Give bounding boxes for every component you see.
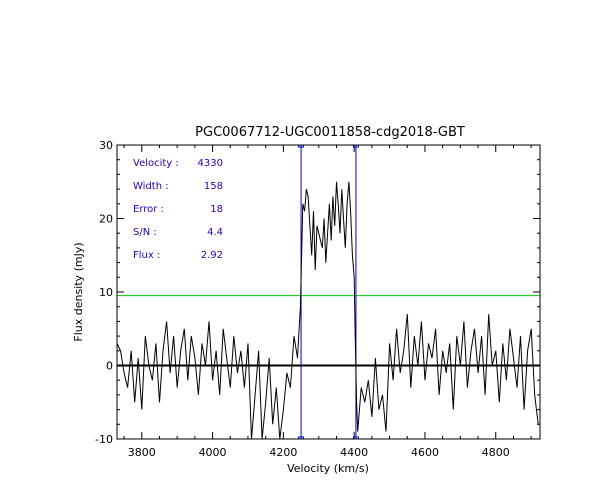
y-tick-label: 0 bbox=[106, 360, 113, 373]
x-tick-label: 4600 bbox=[411, 446, 439, 459]
annotation-label: Error : bbox=[133, 204, 164, 215]
reference-lines bbox=[117, 145, 540, 439]
annotation-value: 158 bbox=[204, 181, 223, 192]
spectrum-line bbox=[117, 181, 539, 439]
y-tick-label: 30 bbox=[99, 139, 113, 152]
chart-title: PGC0067712-UGC0011858-cdg2018-GBT bbox=[195, 125, 465, 140]
x-axis-label: Velocity (km/s) bbox=[287, 462, 369, 475]
x-tick-label: 3800 bbox=[128, 446, 156, 459]
y-tick-label: 20 bbox=[99, 213, 113, 226]
annotation-value: 4.4 bbox=[207, 227, 223, 238]
x-tick-label: 4200 bbox=[269, 446, 297, 459]
annotation-label: Velocity : bbox=[133, 158, 179, 169]
plot-frame bbox=[116, 144, 541, 440]
x-axis-ticks: 3800 4000 4200 4400 4600 4800 bbox=[123, 145, 532, 459]
annotation-value: 2.92 bbox=[201, 250, 223, 261]
y-tick-label: 10 bbox=[99, 286, 113, 299]
x-tick-label: 4800 bbox=[482, 446, 510, 459]
annotation-value: 4330 bbox=[198, 158, 223, 169]
annotation-label: S/N : bbox=[133, 227, 157, 238]
y-tick-label: -10 bbox=[95, 433, 113, 446]
annotation-panel: Velocity : 4330 Width : 158 Error : 18 S/N : 4.… bbox=[133, 158, 223, 261]
annotation-value: 18 bbox=[210, 204, 223, 215]
x-tick-label: 4000 bbox=[199, 446, 227, 459]
x-tick-label: 4400 bbox=[340, 446, 368, 459]
y-axis-label: Flux density (mJy) bbox=[72, 242, 85, 341]
annotation-label: Width : bbox=[133, 181, 169, 192]
annotation-label: Flux : bbox=[133, 250, 160, 261]
series-layer bbox=[117, 181, 540, 439]
